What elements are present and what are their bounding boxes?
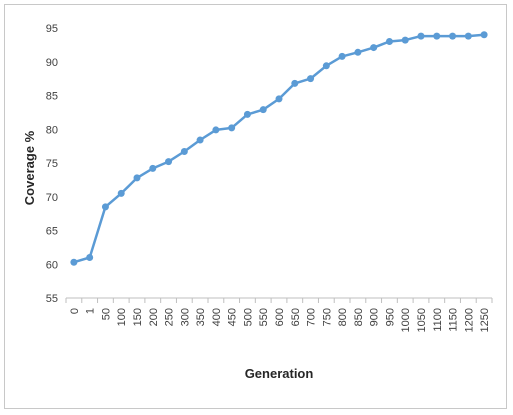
data-point (433, 32, 441, 40)
x-tick-label: 800 (337, 308, 349, 326)
data-point (338, 52, 346, 60)
x-tick-label: 1050 (416, 308, 428, 332)
data-point (180, 148, 188, 156)
x-tick-label: 650 (290, 308, 302, 326)
data-point (133, 174, 141, 182)
series-line (73, 33, 485, 264)
y-tick-label: 70 (46, 192, 58, 204)
data-point (196, 136, 204, 144)
x-tick-label: 400 (211, 308, 223, 326)
x-tick-label: 350 (195, 308, 207, 326)
data-point (307, 75, 315, 83)
data-point (417, 32, 425, 40)
x-tick-label: 250 (164, 308, 176, 326)
x-tick-label: 600 (274, 308, 286, 326)
x-tick-label: 750 (321, 308, 333, 326)
data-point (243, 110, 251, 118)
data-point (259, 106, 267, 114)
x-tick-label: 1150 (448, 308, 460, 332)
y-tick-label: 65 (46, 226, 58, 238)
x-tick-label: 1200 (463, 308, 475, 332)
x-tick-label: 1 (85, 308, 97, 314)
y-tick-label: 55 (46, 293, 58, 305)
data-point (464, 32, 472, 40)
x-tick-label: 950 (384, 308, 396, 326)
x-tick-label: 850 (353, 308, 365, 326)
x-tick-label: 100 (116, 308, 128, 326)
data-point (165, 158, 173, 166)
data-point (354, 48, 362, 56)
data-point (228, 124, 236, 132)
x-tick-label: 200 (148, 308, 160, 326)
data-point (212, 126, 220, 134)
data-point (385, 38, 393, 45)
data-point (480, 31, 488, 39)
y-tick-label: 60 (46, 259, 58, 271)
data-point (70, 258, 78, 266)
x-tick-label: 300 (179, 308, 191, 326)
data-point (401, 36, 409, 44)
x-tick-label: 450 (227, 308, 239, 326)
x-tick-label: 500 (242, 308, 254, 326)
data-point (149, 164, 157, 172)
data-point (370, 44, 378, 52)
x-axis: 0 1 50 100 150 200 250 300 350 400 450 500 550 600 650… (65, 297, 493, 332)
x-tick-label: 0 (69, 308, 81, 314)
data-point (101, 203, 109, 211)
x-tick-label: 50 (100, 308, 112, 320)
y-axis-title: Coverage % (22, 130, 37, 205)
data-point (449, 32, 457, 40)
x-tick-label: 550 (258, 308, 270, 326)
y-tick-label: 85 (46, 91, 58, 103)
data-point (322, 62, 330, 70)
data-point (117, 189, 125, 197)
data-point (275, 95, 283, 103)
series-group (70, 31, 488, 266)
x-tick-label: 150 (132, 308, 144, 326)
x-tick-label: 1000 (400, 308, 412, 332)
x-axis-title: Generation (245, 366, 314, 381)
x-tick-label: 1100 (432, 308, 444, 332)
y-tick-label: 75 (46, 158, 58, 170)
y-tick-label: 90 (46, 57, 58, 69)
y-tick-label: 80 (46, 124, 58, 136)
x-tick-label: 1250 (479, 308, 491, 332)
y-tick-label: 95 (46, 23, 58, 35)
y-axis: 55 60 65 70 75 80 85 90 95 (46, 23, 58, 305)
chart-frame (4, 4, 507, 409)
x-tick-label: 900 (369, 308, 381, 326)
data-point (291, 79, 299, 87)
x-tick-label: 700 (306, 308, 318, 326)
data-point (86, 254, 94, 261)
